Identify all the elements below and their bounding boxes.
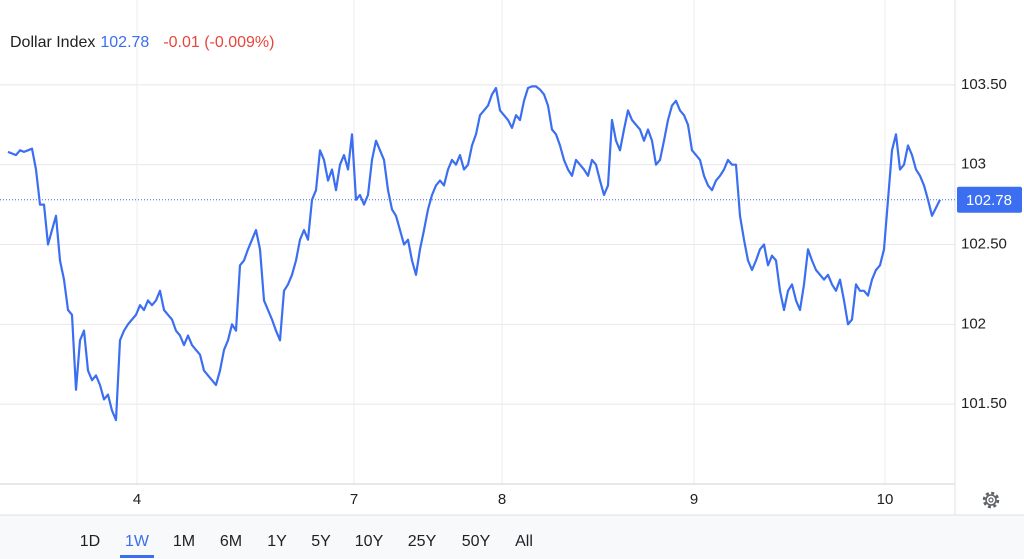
settings-icon[interactable] — [982, 491, 1000, 509]
range-button[interactable]: All — [515, 533, 533, 550]
range-button[interactable]: 25Y — [408, 533, 437, 550]
x-tick-label: 8 — [498, 491, 506, 508]
range-button[interactable]: 5Y — [311, 533, 331, 550]
range-bar — [0, 515, 1024, 559]
index-change: -0.01 (-0.009%) — [163, 34, 274, 51]
gear-body — [985, 494, 997, 506]
range-button[interactable]: 6M — [220, 533, 242, 550]
y-tick-label: 102 — [961, 315, 986, 332]
gear-teeth — [982, 491, 1000, 509]
price-line — [7, 85, 941, 422]
last-price-label: 102.78 — [966, 192, 1012, 209]
range-button[interactable]: 1W — [125, 533, 150, 550]
range-underline — [120, 555, 154, 558]
header: Dollar Index 102.78 -0.01 (-0.009%) — [10, 34, 274, 51]
x-tick-label: 10 — [877, 491, 894, 508]
last-price-tag — [957, 186, 1022, 213]
y-tick-label: 101.50 — [961, 395, 1007, 412]
y-tick-label: 102.50 — [961, 235, 1007, 252]
range-button[interactable]: 10Y — [355, 533, 384, 550]
gear-hole — [988, 497, 994, 503]
index-price: 102.78 — [100, 34, 149, 51]
y-tick-label: 103.50 — [961, 76, 1007, 93]
index-name: Dollar Index — [10, 34, 95, 51]
range-button[interactable]: 1D — [80, 533, 100, 550]
x-tick-label: 4 — [133, 491, 141, 508]
y-tick-label: 103 — [961, 156, 986, 173]
x-tick-label: 9 — [690, 491, 698, 508]
range-button[interactable]: 1Y — [267, 533, 287, 550]
x-tick-label: 7 — [350, 491, 358, 508]
range-button[interactable]: 50Y — [462, 533, 491, 550]
range-button[interactable]: 1M — [173, 533, 195, 550]
